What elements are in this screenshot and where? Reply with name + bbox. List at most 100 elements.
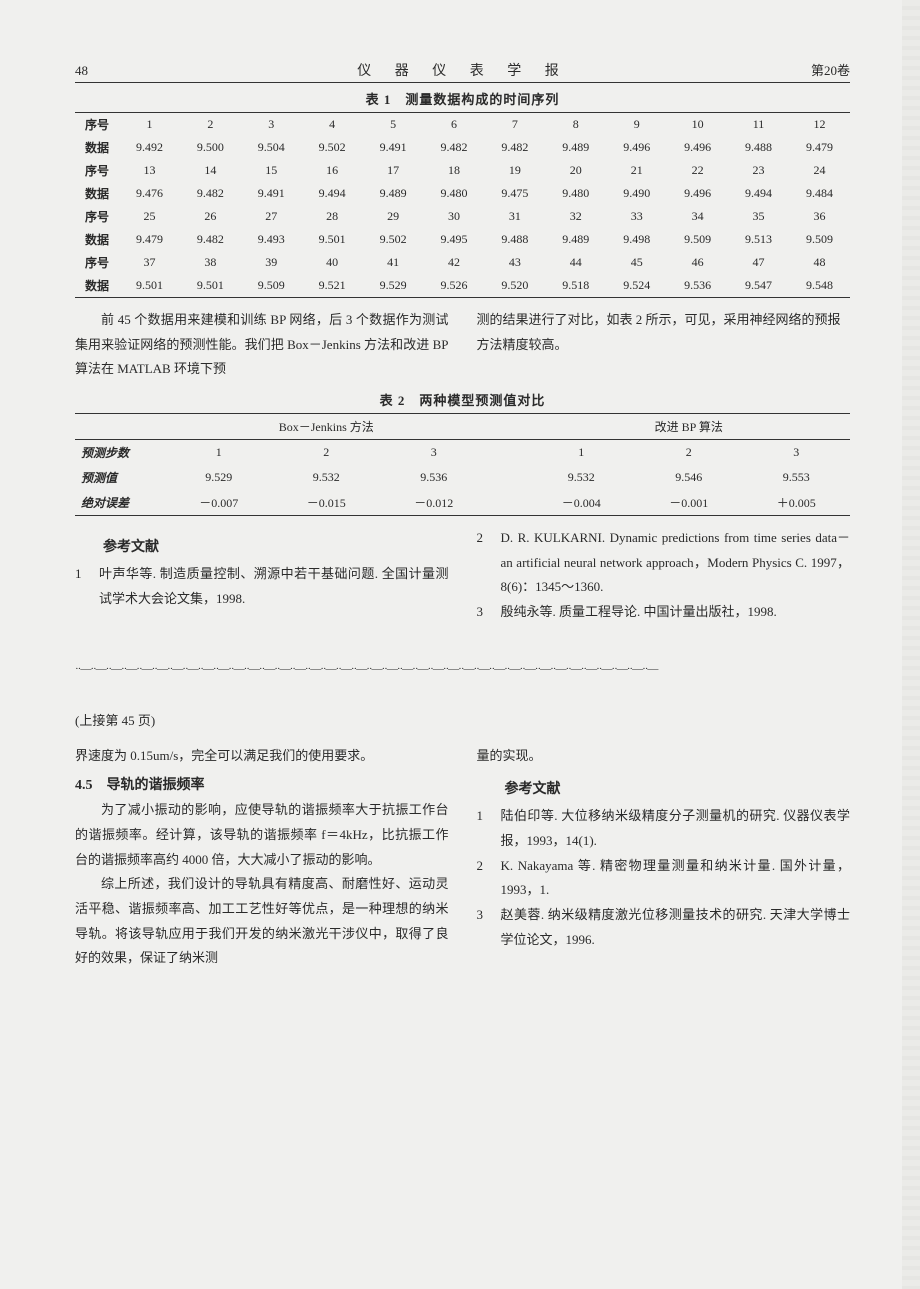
table1-cell: 31 [484, 205, 545, 228]
table2-cell: －0.001 [635, 490, 743, 516]
reference-text: 叶声华等. 制造质量控制、溯源中若干基础问题. 全国计量测试学术大会论文集，19… [99, 562, 449, 611]
table2-row-label: 绝对误差 [75, 490, 165, 516]
table1-cell: 3 [241, 113, 302, 137]
table1: 序号123456789101112数据9.4929.5009.5049.5029… [75, 112, 850, 298]
table1-row-label: 序号 [75, 113, 119, 137]
table1-cell: 9.492 [119, 136, 180, 159]
lower-left-p0: 界速度为 0.15um/s，完全可以满足我们的使用要求。 [75, 744, 449, 769]
table2-cell: 3 [380, 440, 488, 466]
volume-label: 第20卷 [811, 60, 850, 79]
table1-cell: 25 [119, 205, 180, 228]
table1-cell: 44 [545, 251, 606, 274]
table1-cell: 37 [119, 251, 180, 274]
table1-cell: 9.529 [363, 274, 424, 298]
table1-cell: 9.491 [241, 182, 302, 205]
reference-number: 2 [477, 854, 491, 903]
table1-cell: 5 [363, 113, 424, 137]
section-4-5-heading: 4.5 导轨的谐振频率 [75, 774, 449, 794]
table1-cell: 27 [241, 205, 302, 228]
table1-cell: 34 [667, 205, 728, 228]
table1-cell: 24 [789, 159, 850, 182]
table1-cell: 9.504 [241, 136, 302, 159]
reference-number: 2 [477, 526, 491, 600]
table1-cell: 9.509 [667, 228, 728, 251]
table1-cell: 7 [484, 113, 545, 137]
table1-cell: 9.548 [789, 274, 850, 298]
table1-cell: 9.479 [119, 228, 180, 251]
table2-cell: 9.532 [273, 465, 381, 490]
table1-row-label: 序号 [75, 159, 119, 182]
table1-cell: 9.536 [667, 274, 728, 298]
table1-cell: 9.501 [180, 274, 241, 298]
refs-heading-upper: 参考文献 [75, 536, 449, 556]
table1-cell: 21 [606, 159, 667, 182]
table1-cell: 6 [424, 113, 485, 137]
table1-cell: 11 [728, 113, 789, 137]
table1-cell: 9.476 [119, 182, 180, 205]
table1-cell: 9.482 [180, 228, 241, 251]
table1-cell: 26 [180, 205, 241, 228]
table1-cell: 9.547 [728, 274, 789, 298]
reference-text: 陆伯印等. 大位移纳米级精度分子测量机的研究. 仪器仪表学报，1993，14(1… [501, 804, 851, 853]
reference-text: D. R. KULKARNI. Dynamic predictions from… [501, 526, 851, 600]
table1-cell: 2 [180, 113, 241, 137]
table1-cell: 22 [667, 159, 728, 182]
table1-cell: 9.509 [789, 228, 850, 251]
table1-cell: 9.501 [119, 274, 180, 298]
reference-item: 1叶声华等. 制造质量控制、溯源中若干基础问题. 全国计量测试学术大会论文集，1… [75, 562, 449, 611]
reference-number: 1 [477, 804, 491, 853]
table2-cell: 9.536 [380, 465, 488, 490]
table1-cell: 10 [667, 113, 728, 137]
table1-row-label: 数据 [75, 228, 119, 251]
mid-right-paragraph: 测的结果进行了对比，如表 2 所示，可见，采用神经网络的预报方法精度较高。 [477, 308, 851, 357]
table1-cell: 9.493 [241, 228, 302, 251]
table1-cell: 9.520 [484, 274, 545, 298]
table1-cell: 30 [424, 205, 485, 228]
table1-cell: 9.480 [424, 182, 485, 205]
table2-cell: －0.015 [273, 490, 381, 516]
table1-cell: 1 [119, 113, 180, 137]
reference-item: 3赵美蓉. 纳米级精度激光位移测量技术的研究. 天津大学博士学位论文，1996. [477, 903, 851, 952]
table1-cell: 9.496 [606, 136, 667, 159]
table1-cell: 17 [363, 159, 424, 182]
refs-heading-lower: 参考文献 [477, 778, 851, 798]
table2-cell: 2 [273, 440, 381, 466]
table1-cell: 39 [241, 251, 302, 274]
table1-cell: 9.498 [606, 228, 667, 251]
table1-cell: 12 [789, 113, 850, 137]
reference-item: 2K. Nakayama 等. 精密物理量测量和纳米计量. 国外计量，1993，… [477, 854, 851, 903]
table1-row-label: 数据 [75, 274, 119, 298]
table1-cell: 9.480 [545, 182, 606, 205]
table1-cell: 47 [728, 251, 789, 274]
table1-cell: 29 [363, 205, 424, 228]
table1-cell: 9.502 [302, 136, 363, 159]
table2-caption: 表 2 两种模型预测值对比 [75, 390, 850, 409]
table1-cell: 9.526 [424, 274, 485, 298]
table1-row-label: 数据 [75, 136, 119, 159]
scan-edge-noise [902, 0, 920, 1289]
table2-cell: 9.553 [743, 465, 851, 490]
table2: Box－Jenkins 方法 改进 BP 算法 预测步数123 123预测值9.… [75, 413, 850, 516]
table2-cell: －0.012 [380, 490, 488, 516]
table1-cell: 9.488 [728, 136, 789, 159]
lower-left-p1: 为了减小振动的影响，应使导轨的谐振频率大于抗振工作台的谐振频率。经计算，该导轨的… [75, 798, 449, 872]
reference-number: 3 [477, 600, 491, 625]
table1-cell: 42 [424, 251, 485, 274]
table1-cell: 9.521 [302, 274, 363, 298]
table1-cell: 41 [363, 251, 424, 274]
table1-caption: 表 1 测量数据构成的时间序列 [75, 89, 850, 108]
table2-row-label: 预测值 [75, 465, 165, 490]
table1-cell: 9.490 [606, 182, 667, 205]
table1-row-label: 数据 [75, 182, 119, 205]
table1-cell: 9.494 [302, 182, 363, 205]
upper-refs-columns: 参考文献 1叶声华等. 制造质量控制、溯源中若干基础问题. 全国计量测试学术大会… [75, 526, 850, 625]
table1-cell: 9.489 [545, 228, 606, 251]
table1-cell: 33 [606, 205, 667, 228]
reference-item: 1陆伯印等. 大位移纳米级精度分子测量机的研究. 仪器仪表学报，1993，14(… [477, 804, 851, 853]
table1-cell: 4 [302, 113, 363, 137]
table2-method1-header: Box－Jenkins 方法 [165, 414, 488, 440]
table1-cell: 19 [484, 159, 545, 182]
page-number: 48 [75, 63, 115, 79]
table1-cell: 9.475 [484, 182, 545, 205]
lower-left-p2: 综上所述，我们设计的导轨具有精度高、耐磨性好、运动灵活平稳、谐振频率高、加工工艺… [75, 872, 449, 971]
